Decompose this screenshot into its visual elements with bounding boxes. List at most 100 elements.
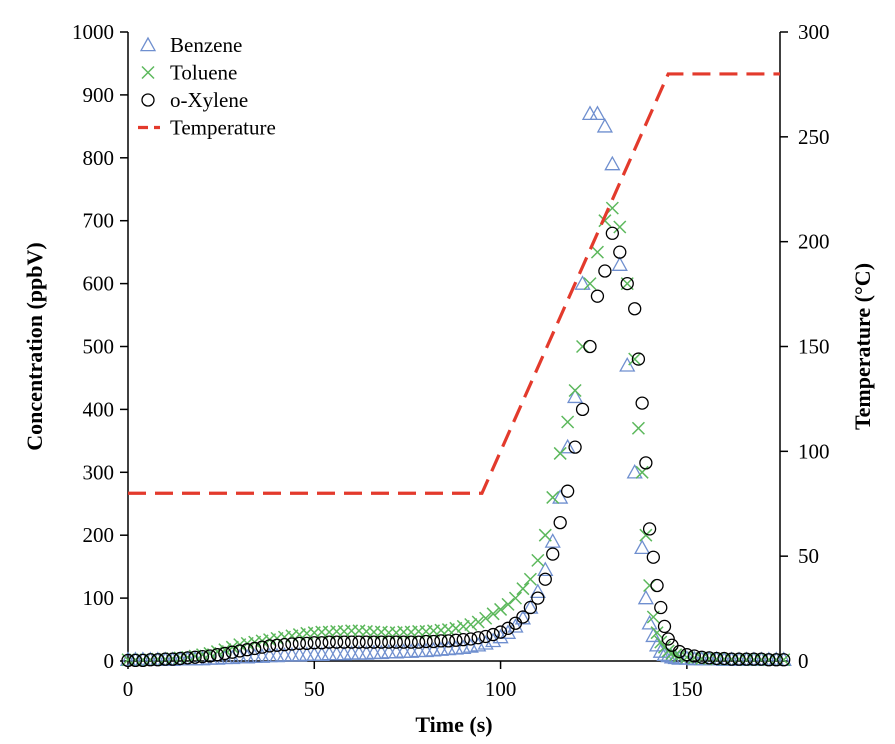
y-tick-label: 700	[83, 209, 115, 233]
data-layer	[119, 72, 792, 668]
y-tick-label: 0	[104, 649, 115, 673]
y2-tick-label: 0	[798, 649, 809, 673]
o-xylene-point	[464, 632, 478, 646]
benzene-point	[291, 647, 308, 662]
o-xylene-point	[531, 591, 545, 605]
legend-label-toluene: Toluene	[170, 61, 237, 85]
x-axis-title: Time (s)	[415, 712, 492, 737]
o-xylene-point	[568, 440, 582, 454]
o-xylene-series	[121, 226, 791, 668]
toluene-point	[650, 626, 664, 640]
toluene-point	[561, 415, 575, 429]
toluene-point	[631, 421, 645, 435]
o-xylene-point	[777, 653, 791, 667]
o-xylene-point	[180, 651, 195, 665]
o-xylene-point	[166, 652, 180, 666]
benzene-point	[611, 256, 628, 271]
o-xylene-point	[631, 352, 646, 366]
o-xylene-point	[516, 610, 530, 624]
o-xylene-point	[367, 635, 381, 649]
o-xylene-point	[397, 635, 411, 649]
o-xylene-point	[441, 634, 456, 648]
toluene-point	[464, 617, 478, 632]
toluene-point	[643, 578, 657, 593]
o-xylene-point	[419, 634, 433, 649]
o-xylene-point	[389, 635, 403, 649]
toluene-point	[639, 528, 653, 542]
o-xylene-point	[307, 636, 321, 650]
benzene-point	[637, 589, 654, 605]
o-xylene-point	[546, 547, 560, 561]
x-tick-label: 150	[671, 677, 703, 701]
toluene-point	[523, 572, 537, 586]
toluene-point	[486, 607, 500, 621]
benzene-point	[514, 609, 532, 625]
o-xylene-point	[136, 653, 150, 668]
toluene-point	[449, 621, 463, 635]
o-xylene-point	[553, 515, 567, 530]
benzene-point	[544, 533, 561, 548]
benzene-point	[529, 583, 546, 599]
o-xylene-point	[143, 653, 158, 667]
o-xylene-point	[248, 641, 262, 656]
benzene-point	[581, 105, 599, 121]
o-xylene-point	[769, 653, 783, 667]
benzene-point	[313, 646, 330, 661]
y2-tick-label: 50	[798, 544, 819, 568]
y2-tick-label: 200	[798, 230, 830, 254]
o-xylene-point	[456, 632, 470, 647]
legend-label-o-xylene: o-Xylene	[170, 88, 248, 112]
y-tick-label: 600	[83, 272, 115, 296]
benzene-point	[589, 105, 606, 121]
o-xylene-point	[739, 652, 754, 666]
benzene-point	[328, 645, 345, 661]
o-xylene-point	[575, 402, 590, 417]
o-xylene-point	[486, 627, 500, 642]
toluene-point	[613, 220, 627, 234]
benzene-point	[645, 627, 662, 643]
o-xylene-point	[605, 226, 619, 240]
toluene-point	[531, 553, 545, 567]
o-xylene-point	[322, 635, 336, 649]
temperature-line	[128, 72, 780, 495]
o-xylene-point	[434, 634, 448, 648]
o-xylene-point	[233, 644, 247, 658]
toluene-point	[568, 383, 582, 398]
toluene-point	[546, 490, 560, 504]
o-xylene-point	[292, 636, 307, 651]
o-xylene-point	[359, 635, 374, 649]
o-xylene-point	[762, 653, 776, 667]
legend: Benzene Toluene o-Xylene Temperature	[138, 33, 276, 140]
benzene-point	[574, 275, 591, 290]
o-xylene-point	[158, 652, 172, 666]
x-tick-label: 100	[485, 677, 517, 701]
benzene-point	[634, 539, 651, 555]
o-xylene-point	[262, 639, 277, 653]
o-xylene-point	[493, 625, 508, 639]
y-tick-label: 300	[83, 460, 115, 484]
x-tick-label: 0	[123, 677, 134, 701]
o-xylene-point	[411, 635, 426, 649]
o-xylene-point	[680, 648, 694, 662]
benzene-point	[619, 357, 636, 372]
toluene-point	[553, 446, 567, 460]
o-xylene-point	[639, 456, 653, 470]
o-xylene-point	[255, 640, 269, 654]
o-xylene-point	[590, 289, 605, 303]
y2-tick-label: 100	[798, 439, 830, 463]
o-xylene-point	[315, 636, 329, 650]
benzene-point	[641, 614, 658, 630]
toluene-point	[508, 591, 523, 605]
o-xylene-point	[374, 635, 388, 649]
o-xylene-point	[583, 339, 597, 354]
y2-tick-label: 250	[798, 125, 830, 149]
o-xylene-point	[121, 653, 135, 668]
toluene-point	[576, 339, 590, 354]
toluene-point	[516, 582, 530, 596]
o-xylene-point	[352, 635, 366, 649]
benzene-point	[652, 643, 669, 658]
benzene-point	[552, 489, 569, 504]
benzene-series	[119, 105, 792, 666]
toluene-point	[218, 643, 232, 657]
o-xylene-point	[195, 649, 210, 664]
